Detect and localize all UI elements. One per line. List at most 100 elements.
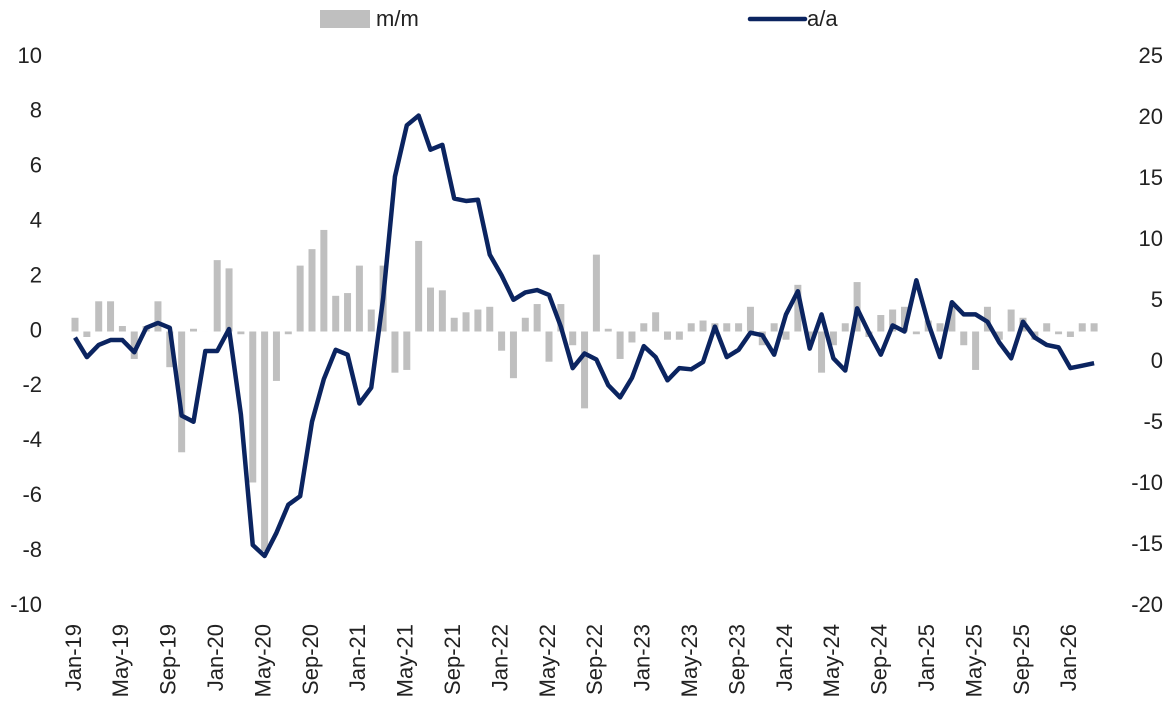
bar — [1007, 309, 1015, 332]
x-tick-label: Jan-24 — [772, 624, 797, 691]
x-tick-label: Jan-21 — [345, 624, 370, 691]
bar — [450, 317, 458, 332]
bar — [415, 240, 423, 332]
x-tick-label: May-21 — [393, 624, 418, 697]
bar — [806, 331, 814, 340]
bar — [604, 328, 612, 332]
bar — [616, 331, 624, 359]
legend-label: m/m — [376, 6, 419, 31]
bar — [889, 309, 897, 332]
x-tick-label: May-23 — [677, 624, 702, 697]
bar — [118, 326, 126, 332]
bar — [829, 331, 837, 346]
bar — [462, 312, 470, 332]
y2-tick-label: -5 — [1143, 409, 1163, 434]
bar — [178, 331, 186, 453]
bar — [355, 265, 363, 332]
bar — [628, 331, 636, 343]
bar — [474, 309, 482, 332]
x-tick-label: Sep-20 — [298, 624, 323, 695]
y-tick-label: -4 — [22, 427, 42, 452]
bar — [1055, 331, 1063, 335]
y-tick-label: 6 — [30, 153, 42, 178]
bar — [545, 331, 553, 362]
bar — [213, 260, 221, 332]
x-tick-label: Sep-21 — [440, 624, 465, 695]
bar — [877, 315, 885, 332]
y-tick-label: 10 — [18, 43, 42, 68]
bar — [569, 331, 577, 346]
bar — [1078, 323, 1086, 332]
bar — [308, 249, 316, 332]
bar — [735, 323, 743, 332]
y-tick-label: -6 — [22, 482, 42, 507]
bar — [391, 331, 399, 373]
bar — [592, 254, 600, 332]
y-tick-label: -2 — [22, 372, 42, 397]
y-tick-label: 2 — [30, 262, 42, 287]
bar — [770, 323, 778, 332]
bar — [332, 295, 340, 332]
bar — [723, 323, 731, 332]
y2-tick-label: -10 — [1131, 470, 1163, 495]
bar — [841, 323, 849, 332]
bar — [687, 323, 695, 332]
bar — [1043, 323, 1051, 332]
bar — [901, 306, 908, 332]
x-tick-label: Jan-20 — [203, 624, 228, 691]
x-tick-label: Sep-23 — [724, 624, 749, 695]
bar — [95, 301, 103, 332]
x-tick-label: Sep-19 — [156, 624, 181, 695]
bar — [427, 287, 434, 332]
bar — [533, 304, 541, 332]
bar — [521, 317, 529, 332]
bar — [995, 331, 1003, 340]
y-tick-label: 4 — [30, 208, 42, 233]
x-tick-label: May-19 — [108, 624, 133, 697]
bar — [948, 306, 956, 332]
y2-tick-label: -15 — [1131, 531, 1163, 556]
bar — [581, 331, 589, 409]
bar — [438, 290, 446, 332]
bar — [71, 317, 79, 332]
bar — [794, 284, 802, 332]
bar — [652, 312, 660, 332]
x-tick-label: Jan-22 — [487, 624, 512, 691]
bar — [261, 331, 269, 552]
bar — [912, 331, 920, 335]
bar — [284, 331, 292, 335]
bar — [1090, 323, 1098, 332]
bar — [498, 331, 506, 351]
legend-label: a/a — [807, 6, 838, 31]
bar — [972, 331, 980, 370]
bar — [166, 331, 174, 368]
bar — [367, 309, 375, 332]
legend-swatch — [320, 10, 370, 28]
bar — [249, 331, 257, 483]
bar — [83, 331, 91, 337]
y2-tick-label: 20 — [1139, 104, 1163, 129]
x-tick-label: Sep-22 — [582, 624, 607, 695]
y2-tick-label: 15 — [1139, 165, 1163, 190]
bar — [936, 323, 944, 332]
x-tick-label: May-25 — [961, 624, 986, 697]
bar — [1066, 331, 1074, 337]
bar — [699, 320, 707, 332]
bar — [237, 331, 245, 335]
bar — [225, 268, 233, 332]
x-tick-label: Jan-23 — [630, 624, 655, 691]
bar — [675, 331, 683, 340]
bar — [107, 301, 115, 332]
x-tick-label: Jan-19 — [61, 624, 86, 691]
bar — [154, 301, 162, 332]
y2-tick-label: -20 — [1131, 592, 1163, 617]
bar — [130, 331, 138, 359]
bar — [746, 306, 754, 332]
y2-tick-label: 5 — [1151, 287, 1163, 312]
line — [73, 113, 1095, 559]
y-tick-label: 8 — [30, 98, 42, 123]
y2-tick-label: 25 — [1139, 43, 1163, 68]
bar — [486, 306, 494, 332]
y-tick-label: -8 — [22, 537, 42, 562]
